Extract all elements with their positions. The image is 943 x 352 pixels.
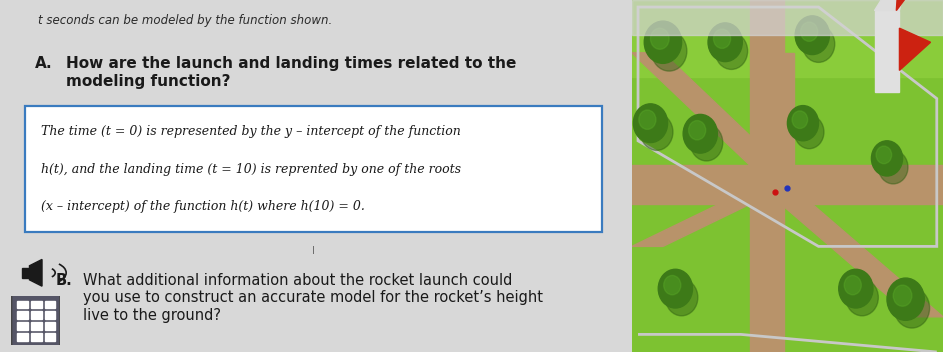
Circle shape (795, 16, 830, 55)
Circle shape (666, 279, 698, 316)
Circle shape (876, 146, 892, 164)
FancyBboxPatch shape (11, 294, 60, 346)
Bar (17, 333, 28, 341)
Text: h(t), and the landing time (t = 10) is reprented by one of the roots: h(t), and the landing time (t = 10) is r… (41, 163, 461, 176)
Circle shape (634, 104, 668, 143)
Circle shape (887, 278, 924, 320)
Circle shape (658, 269, 692, 308)
Bar (31, 322, 41, 330)
Circle shape (652, 31, 687, 71)
Text: The time (t = 0) is represented by the y – intercept of the function: The time (t = 0) is represented by the y… (41, 125, 460, 138)
Polygon shape (897, 0, 931, 11)
Circle shape (708, 23, 742, 62)
Polygon shape (900, 28, 931, 70)
Circle shape (792, 111, 807, 128)
Circle shape (893, 285, 912, 306)
Bar (632, 0, 943, 77)
Bar (44, 312, 56, 319)
Circle shape (802, 26, 835, 62)
Circle shape (871, 141, 902, 176)
Polygon shape (632, 204, 750, 246)
Text: How are the launch and landing times related to the
modeling function?: How are the launch and landing times rel… (66, 56, 516, 89)
Circle shape (787, 106, 819, 141)
Circle shape (844, 275, 861, 295)
Polygon shape (632, 53, 781, 165)
Bar (44, 322, 56, 330)
Bar (31, 333, 41, 341)
Circle shape (715, 33, 748, 69)
Circle shape (638, 110, 656, 130)
Circle shape (664, 275, 681, 295)
Text: What additional information about the rocket launch could
you use to construct a: What additional information about the ro… (83, 273, 543, 322)
Circle shape (690, 124, 722, 161)
Text: I: I (312, 246, 315, 256)
Bar (44, 301, 56, 308)
FancyBboxPatch shape (25, 106, 602, 232)
Bar (44, 333, 56, 341)
Text: A.: A. (35, 56, 52, 71)
Bar (22, 268, 29, 278)
Polygon shape (874, 0, 912, 11)
Bar (17, 322, 28, 330)
Bar (17, 301, 28, 308)
Circle shape (644, 21, 682, 63)
Circle shape (838, 269, 873, 308)
Circle shape (801, 22, 818, 42)
Text: t seconds can be modeled by the function shown.: t seconds can be modeled by the function… (38, 14, 332, 27)
Circle shape (794, 115, 824, 149)
Polygon shape (874, 11, 900, 92)
Circle shape (879, 151, 908, 184)
Circle shape (651, 28, 670, 49)
Polygon shape (29, 259, 42, 286)
Circle shape (894, 288, 930, 328)
Bar (632, 0, 943, 35)
Circle shape (683, 114, 718, 153)
Text: B.: B. (56, 273, 72, 288)
Polygon shape (781, 204, 943, 317)
Text: (x – intercept) of the function h(t) where h(10) = 0.: (x – intercept) of the function h(t) whe… (41, 200, 365, 213)
Circle shape (688, 120, 705, 140)
Bar (17, 312, 28, 319)
Circle shape (846, 279, 878, 316)
Bar (31, 301, 41, 308)
Bar (750, 0, 785, 352)
Circle shape (640, 114, 673, 150)
Polygon shape (763, 53, 794, 165)
Bar (632, 165, 943, 204)
Circle shape (714, 29, 731, 48)
Bar (31, 312, 41, 319)
